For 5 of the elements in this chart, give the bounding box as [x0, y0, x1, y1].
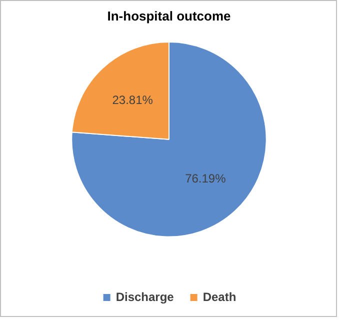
- data-label: 76.19%: [185, 172, 226, 186]
- legend-label: Death: [202, 290, 236, 304]
- chart-title: In-hospital outcome: [107, 8, 231, 24]
- data-label: 23.81%: [112, 93, 154, 108]
- legend-label: Discharge: [116, 290, 174, 304]
